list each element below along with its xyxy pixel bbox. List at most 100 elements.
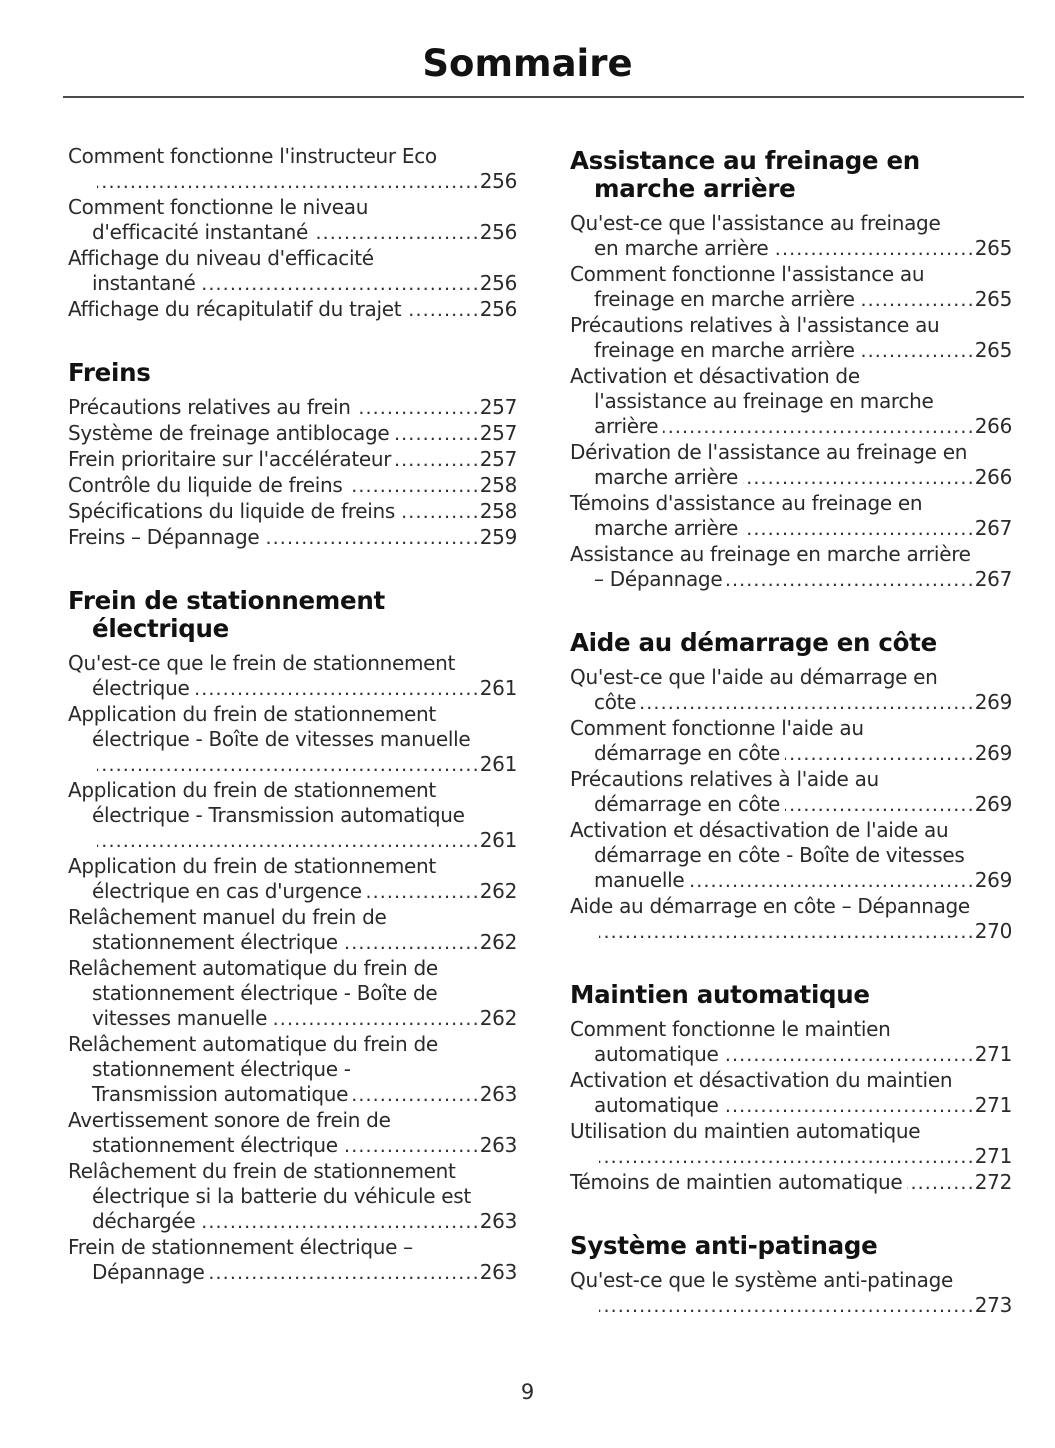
- toc-entry-line: électrique si la batterie du véhicule es…: [92, 1184, 471, 1208]
- toc-page-number: 257: [479, 421, 518, 445]
- toc-entry[interactable]: Témoins de maintien automatique.........…: [570, 1170, 1012, 1196]
- toc-entry[interactable]: Qu'est-ce que l'aide au démarrage en côte…: [570, 665, 1012, 716]
- toc-entry-text: manuelle: [594, 868, 685, 892]
- toc-entry-line: vitesses manuelle.......................…: [68, 1006, 517, 1032]
- toc-entry-text: électrique: [92, 676, 190, 700]
- toc-page-number: 263: [479, 1082, 518, 1106]
- dot-leader: ........................................…: [641, 692, 975, 714]
- toc-entry[interactable]: Freins – Dépannage......................…: [68, 525, 517, 551]
- toc-entry-line: Relâchement automatique du frein de: [68, 956, 438, 980]
- toc-entry-text: Transmission automatique: [92, 1082, 349, 1106]
- toc-entry[interactable]: Système de freinage antiblocage.........…: [68, 421, 517, 447]
- toc-page-number: 265: [974, 287, 1013, 311]
- toc-entry-line: automatique.............................…: [570, 1093, 1012, 1119]
- toc-entry-line: Relâchement du frein de stationnement: [68, 1159, 456, 1183]
- dot-leader: ........................................…: [343, 932, 480, 954]
- toc-page-number: 263: [479, 1209, 518, 1233]
- toc-section-heading: Système anti-patinage: [570, 1232, 1012, 1260]
- toc-entry-line: Comment fonctionne l'instructeur Eco: [68, 144, 437, 168]
- toc-entry[interactable]: Qu'est-ce que le système anti-patinage..…: [570, 1268, 1012, 1319]
- toc-page-number: 269: [974, 868, 1013, 892]
- toc-entry[interactable]: Témoins d'assistance au freinage en march…: [570, 491, 1012, 542]
- page-number: 9: [520, 1380, 535, 1404]
- toc-entry[interactable]: Précautions relatives au frein..........…: [68, 395, 517, 421]
- toc-entry[interactable]: Contrôle du liquide de freins...........…: [68, 473, 517, 499]
- toc-page-number: 271: [974, 1144, 1013, 1168]
- dot-leader: ........................................…: [907, 1172, 975, 1194]
- toc-entry[interactable]: Spécifications du liquide de freins.....…: [68, 499, 517, 525]
- toc-entry[interactable]: Utilisation du maintien automatique.....…: [570, 1119, 1012, 1170]
- toc-entry[interactable]: Relâchement automatique du frein de stati…: [68, 956, 517, 1032]
- toc-entry-line: déchargée...............................…: [68, 1209, 517, 1235]
- toc-entry-line: électrique - Transmission automatique: [92, 803, 465, 827]
- toc-entry[interactable]: Application du frein de stationnement éle…: [68, 778, 517, 854]
- toc-entry[interactable]: Comment fonctionne le maintien automatiqu…: [570, 1017, 1012, 1068]
- dot-leader: ........................................…: [97, 171, 480, 193]
- dot-leader: ........................................…: [599, 921, 975, 943]
- toc-entry-line: ........................................…: [68, 828, 517, 854]
- toc-entry-text: automatique: [594, 1093, 719, 1117]
- toc-entry[interactable]: Activation et désactivation de l'assistan…: [570, 364, 1012, 440]
- toc-entry[interactable]: Précautions relatives à l'assistance au f…: [570, 313, 1012, 364]
- toc-entry-line: ........................................…: [570, 1293, 1012, 1319]
- toc-entry[interactable]: Activation et désactivation du maintien a…: [570, 1068, 1012, 1119]
- toc-entry-text: démarrage en côte: [594, 792, 781, 816]
- toc-entry[interactable]: Application du frein de stationnement éle…: [68, 702, 517, 778]
- toc-entry-line: en marche arrière.......................…: [570, 236, 1012, 262]
- toc-entry[interactable]: Application du frein de stationnement éle…: [68, 854, 517, 905]
- title-rule: [63, 96, 1024, 98]
- toc-entry-line: Qu'est-ce que l'assistance au freinage: [570, 211, 941, 235]
- toc-entry[interactable]: Comment fonctionne l'assistance au freina…: [570, 262, 1012, 313]
- toc-entry-text: côte: [594, 690, 637, 714]
- toc-entry-line: Activation et désactivation de l'aide au: [570, 818, 949, 842]
- toc-entry[interactable]: Qu'est-ce que l'assistance au freinage en…: [570, 211, 1012, 262]
- toc-page-number: 259: [479, 525, 518, 549]
- toc-entry[interactable]: Aide au démarrage en côte – Dépannage...…: [570, 894, 1012, 945]
- toc-entry[interactable]: Relâchement automatique du frein de stati…: [68, 1032, 517, 1108]
- toc-entry[interactable]: Frein de stationnement électrique – Dépan…: [68, 1235, 517, 1286]
- toc-entry-line: Comment fonctionne l'aide au: [570, 716, 864, 740]
- toc-entry[interactable]: Relâchement du frein de stationnement éle…: [68, 1159, 517, 1235]
- toc-entry-line: marche arrière..........................…: [570, 465, 1012, 491]
- toc-entry[interactable]: Comment fonctionne l'instructeur Eco....…: [68, 144, 517, 195]
- toc-entry-line: Utilisation du maintien automatique: [570, 1119, 921, 1143]
- dot-leader: ........................................…: [400, 501, 480, 523]
- toc-entry-line: stationnement électrique - Boîte de: [92, 981, 438, 1005]
- toc-section-heading: Maintien automatique: [570, 981, 1012, 1009]
- dot-leader: ........................................…: [396, 449, 480, 471]
- toc-page-number: 265: [974, 236, 1013, 260]
- toc-page-number: 271: [974, 1042, 1013, 1066]
- toc-entry-line: Comment fonctionne le niveau: [68, 195, 369, 219]
- toc-entry-line: Comment fonctionne le maintien: [570, 1017, 891, 1041]
- heading-line: Système anti-patinage: [570, 1231, 878, 1260]
- toc-entry[interactable]: Relâchement manuel du frein de stationnem…: [68, 905, 517, 956]
- toc-entry[interactable]: Qu'est-ce que le frein de stationnement é…: [68, 651, 517, 702]
- toc-entry[interactable]: Comment fonctionne le niveau d'efficacité…: [68, 195, 517, 246]
- toc-page-number: 273: [974, 1293, 1013, 1317]
- dot-leader: ........................................…: [773, 238, 975, 260]
- toc-entry-text: arrière: [594, 414, 659, 438]
- toc-entry-line: Application du frein de stationnement: [68, 702, 436, 726]
- toc-entry[interactable]: Dérivation de l'assistance au freinage e…: [570, 440, 1012, 491]
- toc-entry[interactable]: Affichage du récapitulatif du trajet....…: [68, 297, 517, 323]
- toc-entry[interactable]: Activation et désactivation de l'aide au…: [570, 818, 1012, 894]
- toc-entry-text: instantané: [92, 271, 196, 295]
- dot-leader: ........................................…: [353, 1084, 480, 1106]
- toc-entry[interactable]: Assistance au freinage en marche arrière…: [570, 542, 1012, 593]
- toc-entry[interactable]: Frein prioritaire sur l'accélérateur....…: [68, 447, 517, 473]
- toc-columns: Comment fonctionne l'instructeur Eco....…: [0, 144, 1055, 1319]
- toc-entry-text: freinage en marche arrière: [594, 338, 855, 362]
- toc-page-number: 262: [479, 1006, 518, 1030]
- toc-entry[interactable]: Comment fonctionne l'aide au démarrage en…: [570, 716, 1012, 767]
- toc-entry-line: Assistance au freinage en marche arrière: [570, 542, 971, 566]
- toc-entry[interactable]: Affichage du niveau d'efficacité instanta…: [68, 246, 517, 297]
- toc-entry-line: démarrage en côte - Boîte de vitesses: [594, 843, 965, 867]
- toc-entry[interactable]: Avertissement sonore de frein de stationn…: [68, 1108, 517, 1159]
- toc-page-number: 257: [479, 395, 518, 419]
- toc-page-number: 261: [479, 676, 518, 700]
- toc-entry-line: Transmission automatique................…: [68, 1082, 517, 1108]
- toc-page-number: 262: [479, 930, 518, 954]
- toc-entry[interactable]: Précautions relatives à l'aide au démarra…: [570, 767, 1012, 818]
- toc-entry-text: Frein prioritaire sur l'accélérateur: [68, 447, 392, 471]
- toc-entry-line: Précautions relatives à l'assistance au: [570, 313, 940, 337]
